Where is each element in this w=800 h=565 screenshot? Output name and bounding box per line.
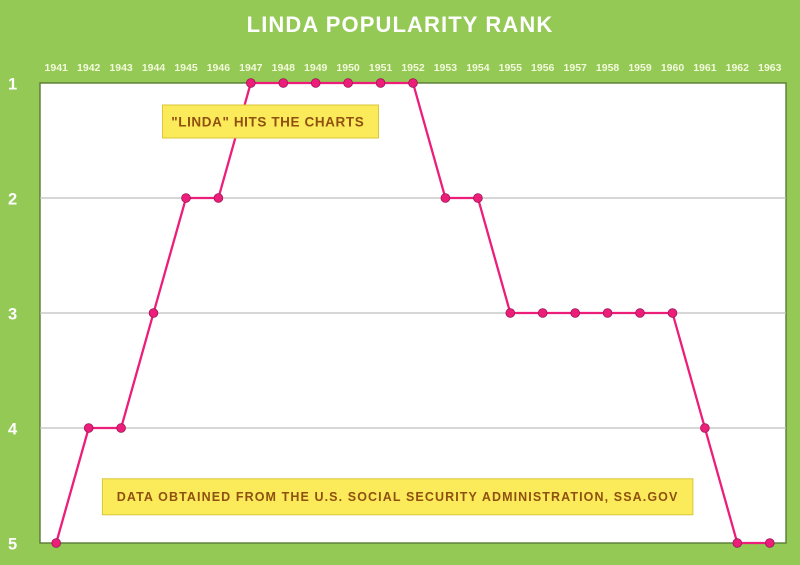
svg-text:5: 5 (8, 536, 17, 554)
svg-text:1944: 1944 (142, 62, 166, 74)
svg-text:1959: 1959 (628, 62, 652, 74)
svg-text:1963: 1963 (758, 62, 782, 74)
svg-text:1958: 1958 (596, 62, 620, 74)
svg-text:1: 1 (8, 76, 17, 94)
svg-text:1948: 1948 (272, 62, 296, 74)
svg-text:1956: 1956 (531, 62, 555, 74)
svg-text:1943: 1943 (109, 62, 133, 74)
svg-text:1947: 1947 (239, 62, 263, 74)
svg-text:3: 3 (8, 306, 17, 324)
svg-text:4: 4 (8, 421, 18, 439)
svg-text:1960: 1960 (661, 62, 685, 74)
svg-text:1955: 1955 (499, 62, 523, 74)
svg-text:1951: 1951 (369, 62, 393, 74)
svg-text:1961: 1961 (693, 62, 717, 74)
svg-text:1952: 1952 (401, 62, 425, 74)
svg-text:1942: 1942 (77, 62, 101, 74)
svg-text:1949: 1949 (304, 62, 328, 74)
svg-text:2: 2 (8, 191, 17, 209)
svg-text:DATA OBTAINED FROM THE U.S. SO: DATA OBTAINED FROM THE U.S. SOCIAL SECUR… (117, 490, 679, 504)
svg-text:1962: 1962 (726, 62, 750, 74)
svg-text:1957: 1957 (564, 62, 588, 74)
svg-text:1941: 1941 (45, 62, 69, 74)
svg-text:1945: 1945 (174, 62, 198, 74)
svg-text:"LINDA" HITS THE CHARTS: "LINDA" HITS THE CHARTS (171, 115, 364, 130)
svg-text:1950: 1950 (336, 62, 360, 74)
svg-text:1954: 1954 (466, 62, 490, 74)
svg-text:1953: 1953 (434, 62, 458, 74)
svg-text:1946: 1946 (207, 62, 231, 74)
